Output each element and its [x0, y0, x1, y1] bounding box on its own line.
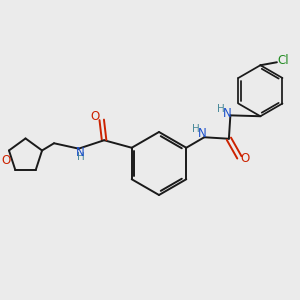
- Text: O: O: [1, 154, 10, 167]
- Text: N: N: [76, 146, 85, 159]
- Text: Cl: Cl: [278, 54, 289, 67]
- Text: H: H: [192, 124, 200, 134]
- Text: N: N: [223, 107, 232, 120]
- Text: N: N: [198, 127, 207, 140]
- Text: O: O: [240, 152, 249, 165]
- Text: H: H: [77, 152, 85, 162]
- Text: H: H: [217, 104, 225, 114]
- Text: O: O: [91, 110, 100, 123]
